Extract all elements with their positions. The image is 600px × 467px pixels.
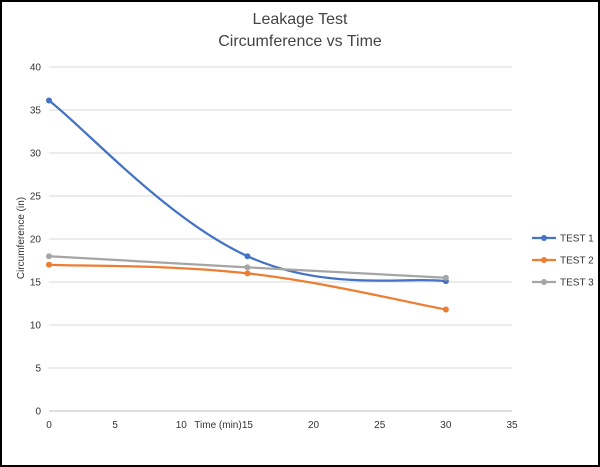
series-lines (46, 97, 449, 313)
data-point-test-3-15 (244, 264, 251, 271)
grid-lines (49, 66, 512, 412)
x-tick-0: 0 (46, 420, 52, 431)
chart-title: Leakage Test (253, 11, 348, 28)
y-tick-30: 30 (30, 149, 42, 160)
y-tick-5: 5 (35, 364, 41, 375)
y-tick-35: 35 (30, 106, 42, 117)
data-point-test-1-15 (244, 253, 251, 260)
legend-label-test-3: TEST 3 (560, 278, 594, 289)
x-tick-25: 25 (374, 420, 386, 431)
y-tick-20: 20 (30, 235, 42, 246)
x-tick-10: 10 (176, 420, 188, 431)
x-tick-15: 15 (242, 420, 254, 431)
x-tick-20: 20 (308, 420, 320, 431)
legend-marker-test-1 (541, 235, 547, 241)
y-tick-10: 10 (30, 321, 42, 332)
chart-subtitle: Circumference vs Time (218, 33, 382, 50)
data-point-test-2-30 (442, 306, 449, 313)
y-tick-0: 0 (35, 407, 41, 418)
y-tick-25: 25 (30, 192, 42, 203)
legend: TEST 1 TEST 2 TEST 3 (532, 234, 594, 289)
y-axis-label: Circumference (in) (16, 197, 27, 279)
data-point-test-3-0 (46, 253, 52, 260)
data-point-test-2-0 (46, 261, 52, 268)
x-tick-30: 30 (440, 420, 452, 431)
y-tick-40: 40 (30, 63, 42, 74)
legend-marker-test-3 (541, 279, 547, 285)
legend-label-test-1: TEST 1 (560, 234, 594, 245)
legend-marker-test-2 (541, 257, 547, 263)
data-point-test-1-0 (46, 97, 52, 104)
data-point-test-3-30 (442, 274, 449, 281)
x-tick-labels: 0 5 10 15 20 25 30 35 (46, 420, 518, 431)
y-tick-labels: 0 5 10 15 20 25 30 35 40 (30, 63, 42, 418)
data-point-test-2-15 (244, 270, 251, 277)
x-tick-5: 5 (112, 420, 118, 431)
x-tick-35: 35 (506, 420, 518, 431)
legend-label-test-2: TEST 2 (560, 256, 594, 267)
x-axis-label: Time (min) (194, 420, 241, 431)
y-tick-15: 15 (30, 278, 42, 289)
